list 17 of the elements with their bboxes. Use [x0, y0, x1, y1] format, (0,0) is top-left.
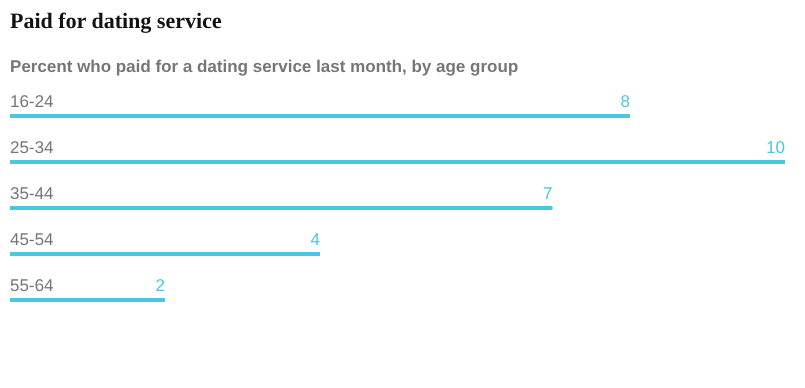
- chart-title: Paid for dating service: [10, 8, 222, 33]
- y-tick-label: 25-34: [10, 138, 54, 157]
- chart-subtitle: Percent who paid for a dating service last month, by age group: [10, 57, 518, 76]
- bar: [10, 160, 785, 164]
- data-label: 8: [620, 92, 630, 111]
- y-tick-label: 45-54: [10, 230, 54, 249]
- data-label: 2: [156, 276, 165, 295]
- bar: [10, 114, 630, 118]
- y-tick-label: 35-44: [10, 184, 54, 203]
- data-label: 4: [310, 230, 320, 249]
- data-label: 10: [766, 138, 785, 157]
- data-label: 7: [543, 184, 552, 203]
- y-tick-label: 55-64: [10, 276, 54, 295]
- bar: [10, 252, 320, 256]
- y-tick-label: 16-24: [10, 92, 54, 111]
- bar: [10, 298, 165, 302]
- bar: [10, 206, 552, 210]
